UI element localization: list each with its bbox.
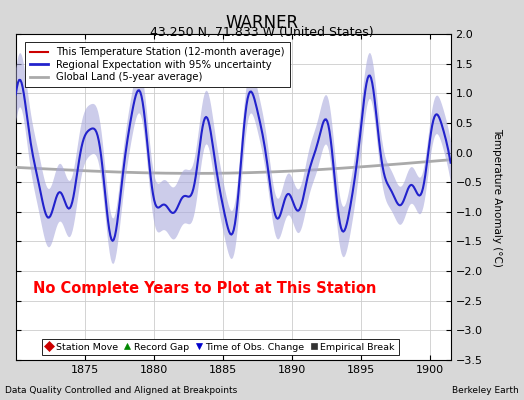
Text: No Complete Years to Plot at This Station: No Complete Years to Plot at This Statio… [33, 281, 376, 296]
Legend: Station Move, Record Gap, Time of Obs. Change, Empirical Break: Station Move, Record Gap, Time of Obs. C… [41, 339, 399, 355]
Y-axis label: Temperature Anomaly (°C): Temperature Anomaly (°C) [492, 128, 502, 266]
Text: WARNER: WARNER [225, 14, 299, 32]
Text: 43.250 N, 71.833 W (United States): 43.250 N, 71.833 W (United States) [150, 26, 374, 39]
Text: Data Quality Controlled and Aligned at Breakpoints: Data Quality Controlled and Aligned at B… [5, 386, 237, 395]
Text: Berkeley Earth: Berkeley Earth [452, 386, 519, 395]
